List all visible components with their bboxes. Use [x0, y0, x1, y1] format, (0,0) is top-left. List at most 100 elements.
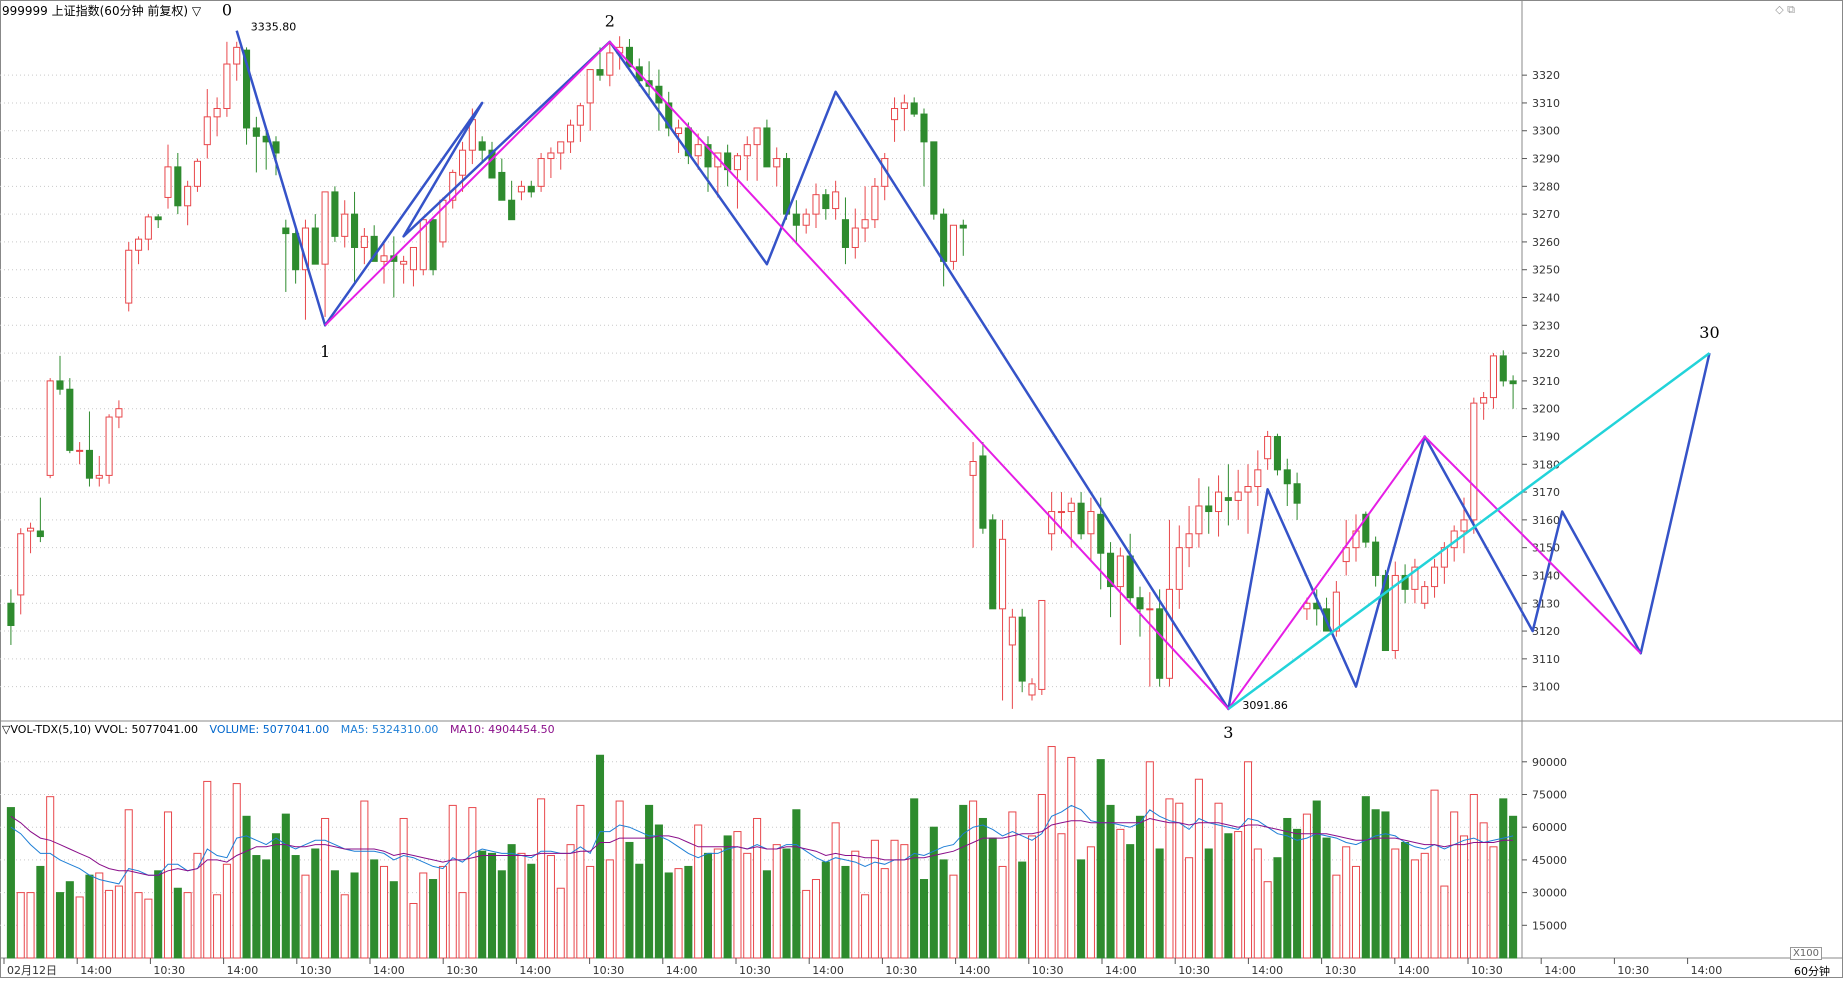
volume-bar [615, 800, 624, 959]
candle-down [292, 233, 300, 271]
volume-bar [36, 865, 45, 959]
volume-bar [919, 879, 929, 959]
volume-bar [271, 833, 281, 959]
volume-bar [95, 872, 104, 959]
volume-bar [1499, 798, 1508, 959]
candle-up [891, 108, 899, 121]
candle-down [1126, 555, 1134, 599]
candle-down [243, 49, 251, 129]
volume-bar [861, 894, 870, 959]
volume-bar [870, 839, 879, 959]
volume-bar [1332, 874, 1341, 959]
volume-bar [723, 835, 732, 959]
volume-bar [1126, 844, 1135, 959]
time-tick-label: 10:30 [739, 964, 771, 977]
price-tick-label: 3230 [1532, 319, 1560, 332]
candle-up [400, 260, 408, 265]
wave-label: 1 [320, 342, 330, 361]
price-tick-label: 3160 [1532, 514, 1560, 527]
candle-up [46, 380, 54, 476]
candle-up [1215, 491, 1223, 513]
candle-down [488, 149, 496, 179]
volume-bar [998, 865, 1007, 959]
volume-tick-label: 60000 [1532, 821, 1567, 834]
candle-up [586, 69, 594, 104]
price-tick-label: 3200 [1532, 403, 1560, 416]
candle-down [940, 213, 948, 262]
volume-bar [163, 811, 173, 959]
candle-up [1165, 588, 1173, 679]
candle-up [1460, 519, 1468, 532]
volume-bar [458, 892, 467, 959]
period-label[interactable]: 60分钟 [1794, 965, 1830, 978]
candle-up [1489, 355, 1497, 399]
volume-bar [75, 896, 84, 959]
candle-up [360, 235, 368, 248]
price-tick-label: 3240 [1532, 292, 1560, 305]
time-tick-label: 14:00 [1544, 964, 1576, 977]
candle-down [508, 199, 516, 221]
volume-bar [1381, 811, 1390, 959]
ma5-value: MA5: 5324310.00 [340, 723, 439, 736]
volume-bar [242, 815, 251, 959]
time-tick-label: 14:00 [519, 964, 551, 977]
volume-bar [1037, 794, 1046, 959]
volume-bar [154, 870, 163, 959]
volume-bar [684, 865, 693, 959]
price-marker-label: 3091.86 [1242, 699, 1288, 712]
candle-down [351, 213, 359, 248]
volume-bar [6, 807, 15, 959]
volume-bar [959, 804, 968, 959]
window-controls[interactable]: ◇ ⧉ [1775, 3, 1795, 16]
volume-tick-label: 15000 [1532, 919, 1567, 932]
candle-up [115, 408, 123, 418]
time-tick-label: 14:00 [666, 964, 698, 977]
volume-bar [811, 879, 821, 959]
candle-down [56, 380, 64, 390]
price-tick-label: 3310 [1532, 97, 1560, 110]
time-tick-label: 10:30 [1178, 964, 1210, 977]
candle-down [1362, 513, 1370, 543]
volume-bar [1027, 835, 1037, 959]
volume-bar [595, 754, 605, 959]
candle-up [1057, 511, 1065, 514]
volume-bar [537, 798, 546, 959]
volume-bar [713, 848, 722, 959]
volume-bar [487, 852, 497, 959]
candle-up [1303, 602, 1311, 610]
volume-bar [910, 798, 919, 959]
candle-up [714, 152, 722, 168]
volume-bar [370, 859, 379, 959]
candle-down [1283, 469, 1291, 485]
time-tick-label: 10:30 [300, 964, 332, 977]
volume-bar [105, 889, 114, 959]
candle-up [1038, 599, 1046, 690]
time-tick-label: 02月12日 [7, 964, 57, 977]
volume-bar [409, 903, 418, 959]
price-tick-label: 3170 [1532, 486, 1560, 499]
price-tick-label: 3300 [1532, 125, 1560, 138]
volume-bar [379, 865, 389, 959]
volume-bar [1302, 813, 1311, 959]
candle-up [773, 158, 781, 168]
volume-bar [134, 892, 143, 959]
volume-bar [664, 872, 673, 959]
price-tick-label: 3270 [1532, 208, 1560, 221]
volume-bar [743, 852, 752, 959]
candle-up [1254, 469, 1262, 488]
price-tick-label: 3110 [1532, 653, 1560, 666]
candle-up [164, 166, 172, 198]
ma5-line [10, 804, 1514, 885]
time-tick-label: 10:30 [1032, 964, 1064, 977]
candle-up [743, 144, 751, 157]
volume-bar [222, 863, 231, 959]
volume-bar [330, 870, 339, 959]
volume-bar [733, 831, 742, 959]
volume-bar [517, 852, 526, 959]
volume-bar [1342, 846, 1351, 959]
volume-bar [1047, 746, 1056, 959]
price-tick-label: 3130 [1532, 597, 1560, 610]
candle-down [174, 166, 182, 207]
candle-down [979, 455, 987, 529]
